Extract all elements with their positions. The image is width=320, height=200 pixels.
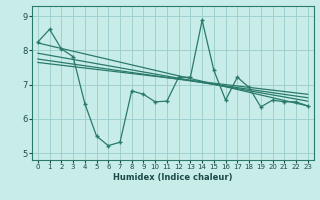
X-axis label: Humidex (Indice chaleur): Humidex (Indice chaleur)	[113, 173, 233, 182]
